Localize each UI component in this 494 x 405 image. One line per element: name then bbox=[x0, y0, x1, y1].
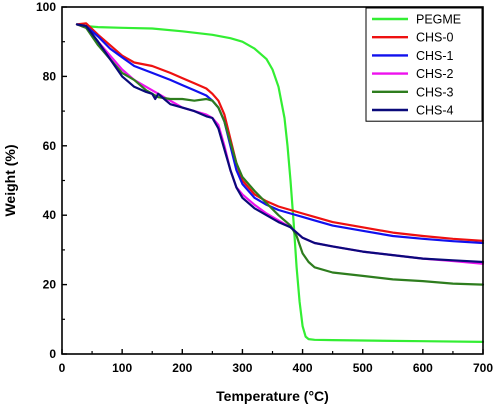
legend-box bbox=[365, 7, 483, 122]
x-tick-label: 500 bbox=[353, 361, 373, 375]
y-tick-label: 60 bbox=[43, 139, 57, 153]
legend: PEGME CHS-0 CHS-1 CHS-2 CHS-3 CHS-4 bbox=[365, 7, 483, 122]
x-tick-label: 100 bbox=[112, 361, 132, 375]
series-line-chs-3 bbox=[75, 23, 485, 286]
y-axis-title: Weight (%) bbox=[2, 144, 18, 216]
x-tick-label: 0 bbox=[59, 361, 66, 375]
x-tick-label: 200 bbox=[172, 361, 192, 375]
x-tick-label: 600 bbox=[413, 361, 433, 375]
y-tick-label: 100 bbox=[36, 0, 56, 14]
y-tick-label: 20 bbox=[43, 278, 57, 292]
x-tick-label: 400 bbox=[293, 361, 313, 375]
y-tick-label: 80 bbox=[43, 69, 57, 83]
series-line-pegme bbox=[75, 23, 485, 343]
series-layer bbox=[75, 22, 485, 343]
x-tick-label: 300 bbox=[232, 361, 252, 375]
legend-label-chs-2: CHS-2 bbox=[416, 67, 454, 81]
legend-label-chs-3: CHS-3 bbox=[416, 85, 454, 99]
x-tick-label: 700 bbox=[473, 361, 493, 375]
legend-label-chs-1: CHS-1 bbox=[416, 49, 454, 63]
y-tick-label: 0 bbox=[49, 347, 56, 361]
x-axis-title: Temperature (°C) bbox=[216, 388, 329, 404]
legend-label-chs-4: CHS-4 bbox=[416, 104, 454, 118]
ticks-layer: 0 100 200 300 400 500 600 700 0 20 40 60 80 100 bbox=[36, 0, 493, 375]
legend-label-chs-0: CHS-0 bbox=[416, 31, 454, 45]
legend-label-pegme: PEGME bbox=[416, 13, 461, 27]
series-line-chs-4 bbox=[75, 23, 485, 264]
y-tick-label: 40 bbox=[43, 208, 57, 222]
